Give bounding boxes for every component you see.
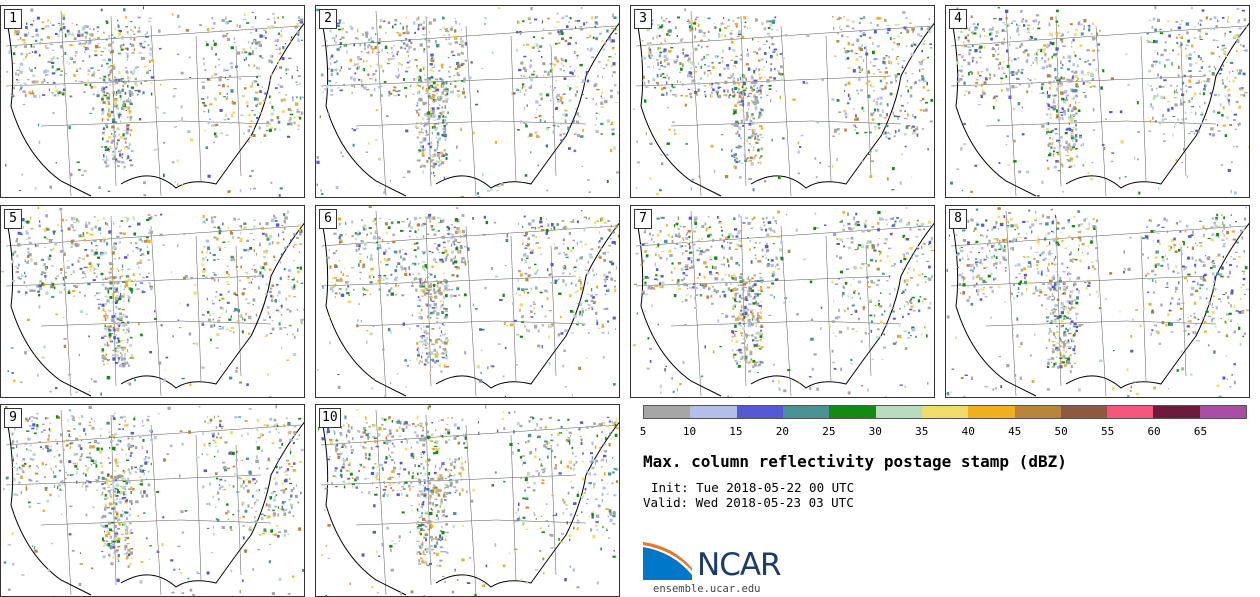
colorbar-tick-label: 25 [822, 425, 836, 438]
ensemble-member-panel-8: 8 [945, 205, 1250, 398]
colorbar-swatch [921, 406, 969, 418]
valid-time: Valid: Wed 2018-05-23 03 UTC [643, 495, 854, 510]
colorbar-tick-label: 65 [1193, 425, 1208, 438]
colorbar-tick-label: 50 [1054, 425, 1068, 438]
ensemble-url: ensemble.ucar.edu [653, 583, 761, 595]
ensemble-member-panel-6: 6 [315, 205, 620, 398]
member-number: 8 [949, 209, 967, 229]
ensemble-member-panel-1: 1 [0, 5, 305, 198]
member-number: 2 [319, 9, 337, 29]
member-number: 6 [319, 209, 337, 229]
chart-title: Max. column reflectivity postage stamp (… [643, 452, 1067, 471]
colorbar-swatch [1199, 406, 1247, 418]
colorbar-swatch [968, 406, 1015, 418]
ncar-logo-text: NCAR [697, 547, 782, 583]
colorbar-tick-label: 5 [639, 425, 647, 438]
colorbar-swatch [644, 406, 691, 418]
member-number: 7 [634, 209, 652, 229]
colorbar-swatch [1014, 406, 1061, 418]
ensemble-member-panel-4: 4 [945, 5, 1250, 198]
ncar-logo-icon [643, 542, 692, 580]
colorbar-swatch [1153, 406, 1200, 418]
colorbar-tick-label: 35 [915, 425, 929, 438]
member-number: 10 [319, 408, 341, 428]
colorbar-tick-label: 20 [775, 425, 789, 438]
ensemble-member-panel-3: 3 [630, 5, 935, 198]
ensemble-member-panel-9: 9 [0, 404, 305, 597]
member-number: 4 [949, 9, 967, 29]
colorbar-tick-label: 15 [729, 425, 743, 438]
member-number: 5 [4, 209, 22, 229]
ensemble-member-panel-10: 10 [315, 404, 620, 597]
colorbar-swatch [875, 406, 922, 418]
colorbar-swatch [782, 406, 830, 418]
colorbar-tick-label: 10 [682, 425, 697, 438]
ensemble-member-panel-5: 5 [0, 205, 305, 398]
colorbar-swatch [736, 406, 783, 418]
colorbar-tick-label: 40 [961, 425, 975, 438]
colorbar-tick-label: 60 [1147, 425, 1161, 438]
ensemble-member-panel-7: 7 [630, 205, 935, 398]
reflectivity-colorbar [643, 405, 1247, 419]
colorbar-swatch [690, 406, 737, 418]
member-number: 3 [634, 9, 652, 29]
colorbar-tick-label: 30 [868, 425, 882, 438]
member-number: 9 [4, 408, 22, 428]
colorbar-swatch [1107, 406, 1154, 418]
init-time: Init: Tue 2018-05-22 00 UTC [651, 480, 855, 495]
member-number: 1 [4, 9, 22, 29]
colorbar-swatch [1060, 406, 1108, 418]
ensemble-member-panel-2: 2 [315, 5, 620, 198]
colorbar-tick-label: 45 [1008, 425, 1022, 438]
colorbar-tick-label: 55 [1100, 425, 1115, 438]
colorbar-swatch [829, 406, 876, 418]
